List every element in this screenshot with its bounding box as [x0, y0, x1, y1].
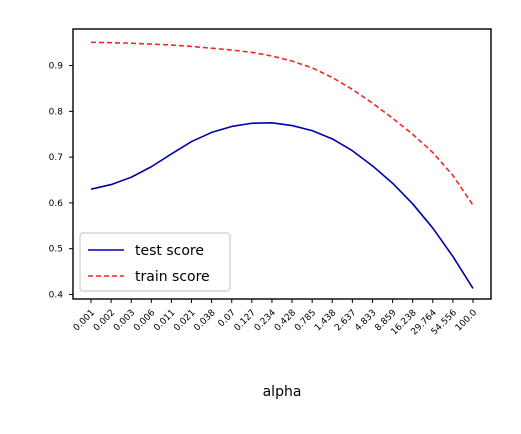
legend-label: test score [135, 243, 204, 259]
y-tick-label: 0.6 [49, 199, 64, 209]
y-tick-label: 0.8 [49, 107, 64, 117]
legend-box [79, 232, 231, 292]
legend: test score train score [79, 232, 231, 292]
x-tick-label: 1.438 [313, 308, 338, 333]
x-tick-label: 2.637 [333, 308, 358, 333]
x-tick-label: 0.006 [132, 308, 157, 333]
y-axis: 0.4 0.5 0.6 0.7 0.8 0.9 [49, 62, 73, 300]
x-tick-label: 0.234 [253, 308, 278, 333]
x-axis-label: alpha [263, 384, 302, 400]
x-tick-label: 0.428 [273, 308, 298, 333]
plot-frame [72, 28, 492, 300]
x-axis: 0.0010.0020.0030.0060.0110.0210.0380.070… [72, 299, 479, 337]
y-tick-label: 0.4 [49, 290, 64, 300]
x-tick-label: 0.011 [152, 308, 177, 333]
legend-label: train score [135, 269, 210, 285]
x-tick-label: 0.001 [72, 308, 97, 333]
x-tick-label: 0.002 [92, 308, 117, 333]
x-tick-label: 0.021 [172, 308, 197, 333]
series-line-test-score [90, 122, 474, 289]
x-tick-label: 100.0 [454, 308, 479, 333]
x-tick-label: 0.038 [192, 308, 217, 333]
x-tick-label: 0.127 [233, 308, 258, 333]
y-tick-label: 0.9 [49, 62, 64, 72]
y-tick-label: 0.7 [49, 153, 63, 163]
y-tick-label: 0.5 [49, 245, 63, 255]
x-tick-label: 0.785 [293, 308, 318, 333]
series-line-train-score [90, 41, 474, 206]
x-tick-label: 4.833 [353, 308, 378, 333]
x-tick-label: 0.003 [112, 308, 137, 333]
